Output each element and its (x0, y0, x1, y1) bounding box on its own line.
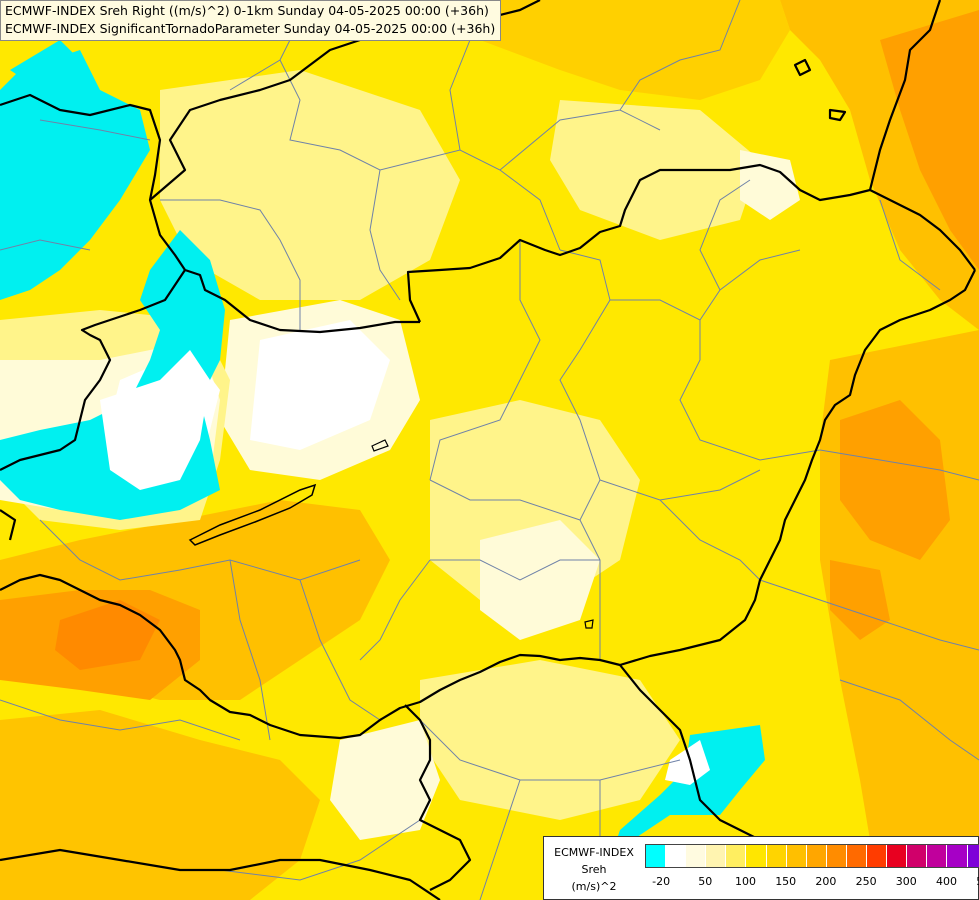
field-darkorange-e (840, 400, 950, 560)
lake-outline-small (371, 439, 389, 452)
field-cyan-nw2 (10, 40, 80, 90)
field-light-n (160, 70, 460, 300)
lake-outline (188, 483, 317, 546)
lake-outline-small2 (584, 619, 594, 629)
legend-tick-label: 150 (775, 875, 797, 888)
legend-swatch (907, 845, 928, 867)
legend-tick-label: 50 (698, 875, 713, 888)
legend-swatch (706, 845, 727, 867)
field-light-s (420, 660, 680, 820)
legend-swatch (967, 845, 979, 867)
legend-swatch (726, 845, 747, 867)
legend-swatch (947, 845, 968, 867)
legend-tick-label: 500 (976, 875, 979, 888)
legend-title-param: Sreh (581, 863, 607, 876)
field-cyan-nw (0, 50, 150, 300)
field-pale-ne (740, 150, 800, 220)
map-title: ECMWF-INDEX Sreh Right ((m/s)^2) 0-1km S… (0, 0, 502, 41)
field-darkorange-e2 (830, 560, 890, 640)
field-white-w-core (100, 350, 210, 490)
legend-tick-label: -20 (652, 875, 671, 888)
legend-tick-label: 100 (735, 875, 756, 888)
field-pale-sc (480, 520, 600, 640)
legend-swatch (666, 845, 687, 867)
legend-swatch (786, 845, 807, 867)
title-line-2: ECMWF-INDEX SignificantTornadoParameter … (5, 21, 496, 36)
legend-swatch (806, 845, 827, 867)
legend-swatch (826, 845, 847, 867)
legend-tick-label: 250 (855, 875, 877, 888)
legend-tick-label: 200 (815, 875, 837, 888)
legend-swatch (686, 845, 707, 867)
legend-swatches (645, 844, 979, 868)
legend-tick-label: 300 (895, 875, 917, 888)
legend-swatch (867, 845, 888, 867)
field-pale-s (330, 720, 440, 840)
legend-title-model: ECMWF-INDEX (554, 846, 634, 859)
legend-title-unit: (m/s)^2 (571, 880, 617, 893)
field-cyan-se (610, 725, 765, 860)
color-legend: ECMWF-INDEX Sreh (m/s)^2 -20 50 100 150 200 2… (543, 836, 979, 900)
title-line-1: ECMWF-INDEX Sreh Right ((m/s)^2) 0-1km S… (5, 3, 489, 18)
legend-swatch (846, 845, 868, 867)
legend-swatch (646, 845, 667, 867)
legend-swatch (766, 845, 787, 867)
legend-swatch (887, 845, 908, 867)
field-white-se (665, 740, 710, 785)
field-redorange-sw (55, 600, 160, 670)
legend-swatch (746, 845, 767, 867)
field-white-center (250, 320, 390, 450)
field-light-ne (550, 100, 760, 240)
legend-swatch (927, 845, 948, 867)
legend-tick-label: 400 (936, 875, 957, 888)
